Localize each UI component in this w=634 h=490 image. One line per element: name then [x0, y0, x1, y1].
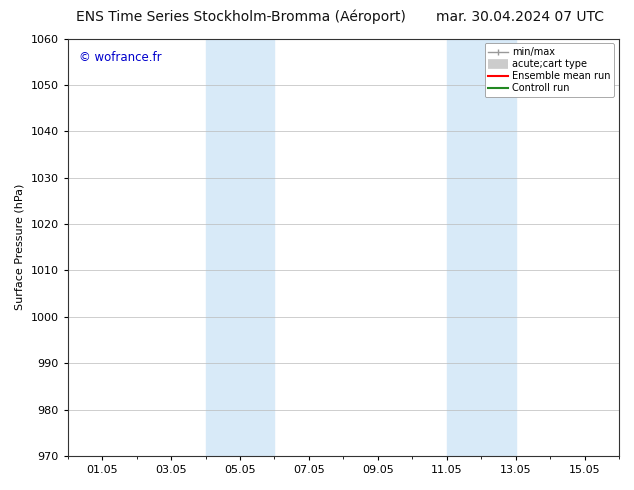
Text: © wofrance.fr: © wofrance.fr	[79, 51, 162, 64]
Text: mar. 30.04.2024 07 UTC: mar. 30.04.2024 07 UTC	[436, 10, 604, 24]
Text: ENS Time Series Stockholm-Bromma (Aéroport): ENS Time Series Stockholm-Bromma (Aéropo…	[76, 10, 406, 24]
Legend: min/max, acute;cart type, Ensemble mean run, Controll run: min/max, acute;cart type, Ensemble mean …	[484, 44, 614, 97]
Bar	[205, 39, 275, 456]
Y-axis label: Surface Pressure (hPa): Surface Pressure (hPa)	[15, 184, 25, 311]
Bar	[447, 39, 515, 456]
